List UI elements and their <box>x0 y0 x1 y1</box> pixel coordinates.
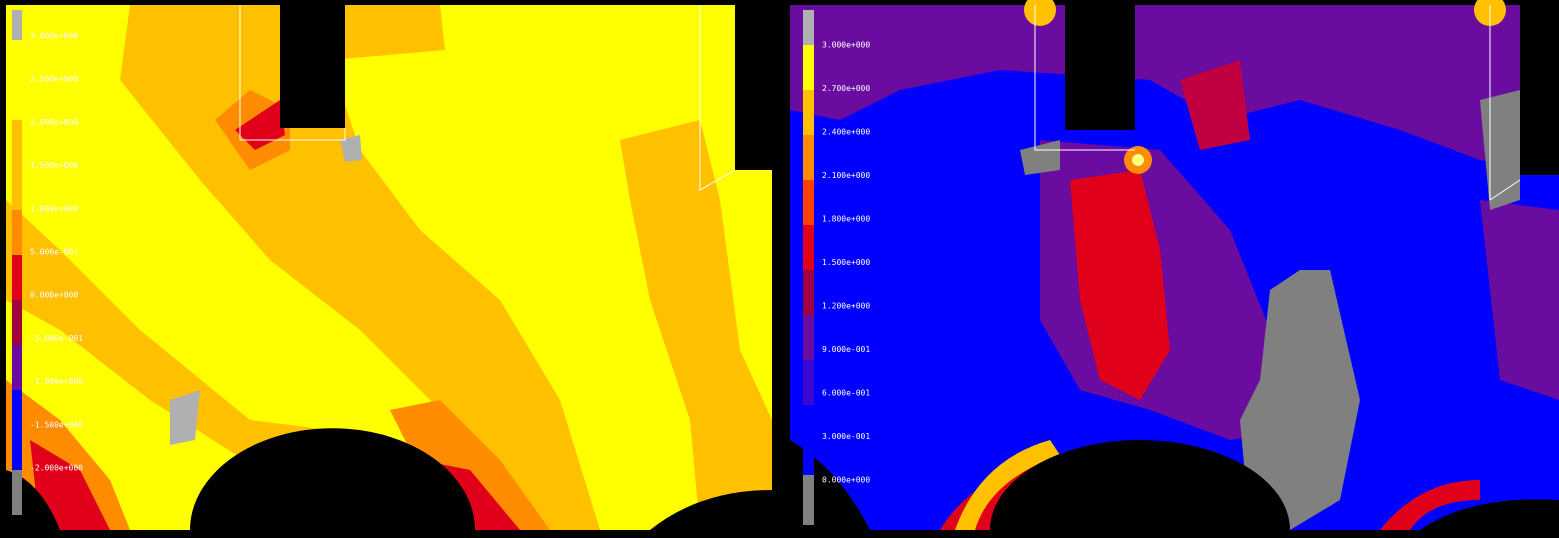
outline <box>1034 5 1135 151</box>
right-panel: 3.000e+000 2.700e+000 2.400e+000 2.100e+000… <box>790 0 1559 530</box>
contour-band <box>620 120 772 530</box>
legend-label: 2.000e+000 <box>30 118 78 127</box>
legend-swatch <box>803 360 814 405</box>
legend-swatch <box>803 10 814 45</box>
beam <box>1065 5 1135 130</box>
hot-spot <box>1132 154 1144 166</box>
gray-patch <box>1240 270 1360 530</box>
legend-label: 2.400e+000 <box>822 128 870 137</box>
contour-band <box>235 100 285 150</box>
legend-label: 3.000e-001 <box>822 432 870 441</box>
hole <box>650 490 772 530</box>
legend-label: 1.500e+000 <box>822 258 870 267</box>
legend-label: 5.000e-001 <box>30 248 78 257</box>
legend-label: 2.100e+000 <box>822 171 870 180</box>
legend-label: 1.200e+000 <box>822 302 870 311</box>
legend: 3.000e+000 2.500e+000 2.000e+000 1.500e+000… <box>12 10 83 515</box>
legend-label: -1.000e+000 <box>30 377 83 386</box>
legend-label: 1.500e+000 <box>30 161 78 170</box>
legend-swatch <box>803 180 814 225</box>
hole <box>990 440 1290 530</box>
legend-label: 1.000e+000 <box>30 204 78 213</box>
contour-band <box>30 440 110 530</box>
hole <box>190 428 475 530</box>
legend-label: 1.800e+000 <box>822 215 870 224</box>
legend-label: 0.000e+000 <box>30 291 78 300</box>
beam <box>1520 5 1559 175</box>
hot-ring <box>1380 480 1480 530</box>
legend-label: 9.000e-001 <box>822 345 870 354</box>
legend-label: 0.000e+000 <box>822 476 870 485</box>
legend-swatch <box>803 135 814 180</box>
contour-band <box>1180 60 1250 150</box>
legend-swatch <box>803 270 814 315</box>
hot-spot <box>1024 0 1056 26</box>
divider <box>772 0 790 538</box>
gray-patch <box>340 135 362 162</box>
contour-band <box>1070 170 1170 400</box>
contour-band <box>1480 200 1559 400</box>
legend-swatch <box>12 40 22 120</box>
hole <box>1420 499 1559 530</box>
legend-swatch <box>12 255 22 300</box>
contour-band <box>390 400 550 530</box>
outline <box>699 5 736 191</box>
beam <box>735 5 772 170</box>
legend-swatch <box>803 90 814 135</box>
gray-patch <box>170 390 200 445</box>
legend-label: 3.000e+000 <box>30 32 78 41</box>
legend-swatch <box>803 225 814 270</box>
left-panel: 3.000e+000 2.500e+000 2.000e+000 1.500e+000… <box>6 5 772 530</box>
legend-swatch <box>12 390 22 470</box>
legend-swatch <box>12 120 22 210</box>
gray-patch <box>1020 140 1060 175</box>
beam <box>280 5 345 128</box>
legend-swatch <box>803 475 814 525</box>
legend-label: -5.000e-001 <box>30 334 83 343</box>
legend-swatch <box>12 470 22 515</box>
legend-label: 2.700e+000 <box>822 84 870 93</box>
hot-ring <box>955 440 1060 530</box>
legend-label: 6.000e-001 <box>822 389 870 398</box>
legend-label: 2.500e+000 <box>30 75 78 84</box>
legend-label: 3.000e+000 <box>822 41 870 50</box>
legend-swatch <box>12 345 22 390</box>
legend-label: -1.500e+000 <box>30 420 83 429</box>
legend-label: -2.000e+000 <box>30 464 83 473</box>
outline <box>239 5 346 141</box>
legend: 3.000e+000 2.700e+000 2.400e+000 2.100e+000… <box>803 10 870 525</box>
outline <box>1489 5 1521 201</box>
legend-swatch <box>803 405 814 475</box>
legend-swatch <box>12 10 22 40</box>
contour-band <box>790 5 1559 170</box>
legend-swatch <box>12 210 22 255</box>
legend-swatch <box>803 315 814 360</box>
legend-swatch <box>12 300 22 345</box>
legend-swatch <box>803 45 814 90</box>
